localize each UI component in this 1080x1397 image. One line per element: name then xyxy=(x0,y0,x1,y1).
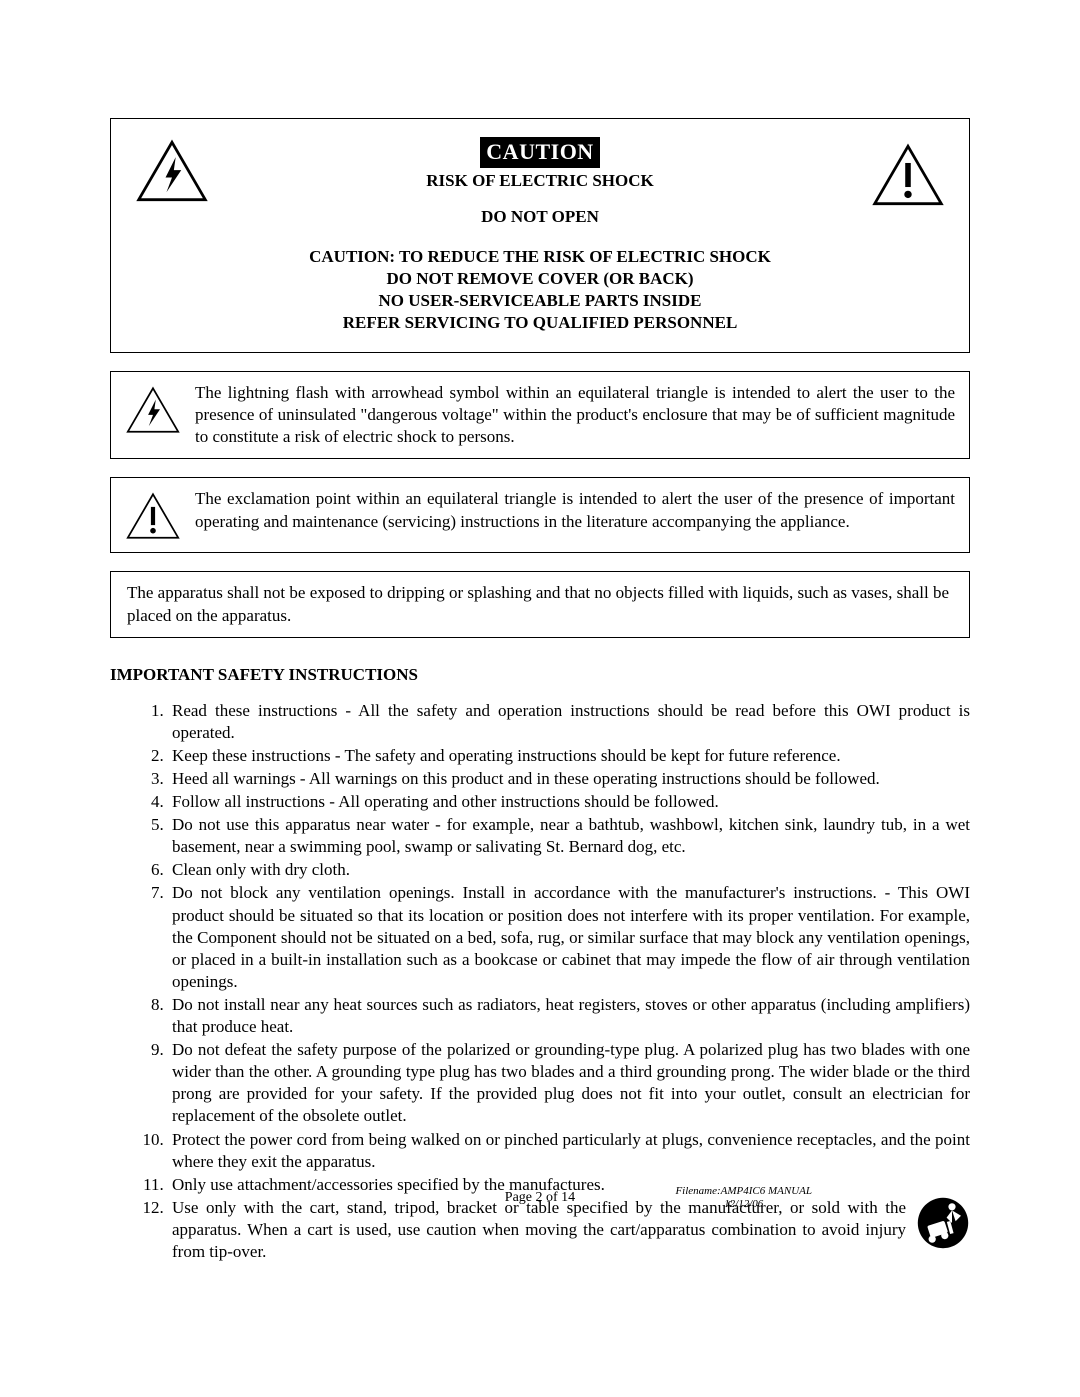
list-item: Do not block any ventilation openings. I… xyxy=(168,882,970,992)
exclaim-description-text: The exclamation point within an equilate… xyxy=(195,488,955,532)
exclaim-description-box: The exclamation point within an equilate… xyxy=(110,477,970,553)
list-item: Keep these instructions - The safety and… xyxy=(168,745,970,767)
page-number: Page 2 of 14 xyxy=(505,1189,575,1207)
page-footer-meta: Filename:AMP4IC6 MANUAL 12/12/06 xyxy=(675,1185,812,1211)
list-item: Do not use this apparatus near water - f… xyxy=(168,814,970,858)
list-item: Do not defeat the safety purpose of the … xyxy=(168,1039,970,1127)
lightning-description-text: The lightning flash with arrowhead symbo… xyxy=(195,382,955,448)
page-footer: Page 2 of 14 xyxy=(0,1189,1080,1207)
caution-block: CAUTION: TO REDUCE THE RISK OF ELECTRIC … xyxy=(227,246,853,334)
liquid-warning-text: The apparatus shall not be exposed to dr… xyxy=(127,582,953,626)
caution-line-3: NO USER-SERVICEABLE PARTS INSIDE xyxy=(227,290,853,312)
caution-box: CAUTION RISK OF ELECTRIC SHOCK DO NOT OP… xyxy=(110,118,970,353)
list-item: Heed all warnings - All warnings on this… xyxy=(168,768,970,790)
list-item: Do not install near any heat sources suc… xyxy=(168,994,970,1038)
exclaim-triangle-icon xyxy=(125,490,181,542)
caution-center-text: CAUTION RISK OF ELECTRIC SHOCK DO NOT OP… xyxy=(227,137,853,334)
caution-line-4: REFER SERVICING TO QUALIFIED PERSONNEL xyxy=(227,312,853,334)
lightning-triangle-icon xyxy=(125,384,181,436)
caution-line-1: CAUTION: TO REDUCE THE RISK OF ELECTRIC … xyxy=(227,246,853,268)
exclaim-triangle-icon xyxy=(871,141,945,209)
liquid-warning-box: The apparatus shall not be exposed to dr… xyxy=(110,571,970,637)
caution-line-2: DO NOT REMOVE COVER (OR BACK) xyxy=(227,268,853,290)
caution-do-not-open: DO NOT OPEN xyxy=(227,206,853,228)
list-item: Read these instructions - All the safety… xyxy=(168,700,970,744)
lightning-triangle-icon xyxy=(135,137,209,205)
lightning-description-box: The lightning flash with arrowhead symbo… xyxy=(110,371,970,459)
footer-date: 12/12/06 xyxy=(675,1198,812,1211)
list-item: Follow all instructions - All operating … xyxy=(168,791,970,813)
footer-filename: Filename:AMP4IC6 MANUAL xyxy=(675,1185,812,1198)
caution-banner: CAUTION xyxy=(480,137,599,168)
safety-heading: IMPORTANT SAFETY INSTRUCTIONS xyxy=(110,664,970,686)
list-item: Clean only with dry cloth. xyxy=(168,859,970,881)
caution-risk-line: RISK OF ELECTRIC SHOCK xyxy=(227,170,853,192)
list-item: Protect the power cord from being walked… xyxy=(168,1129,970,1173)
safety-list: Read these instructions - All the safety… xyxy=(110,700,970,1263)
